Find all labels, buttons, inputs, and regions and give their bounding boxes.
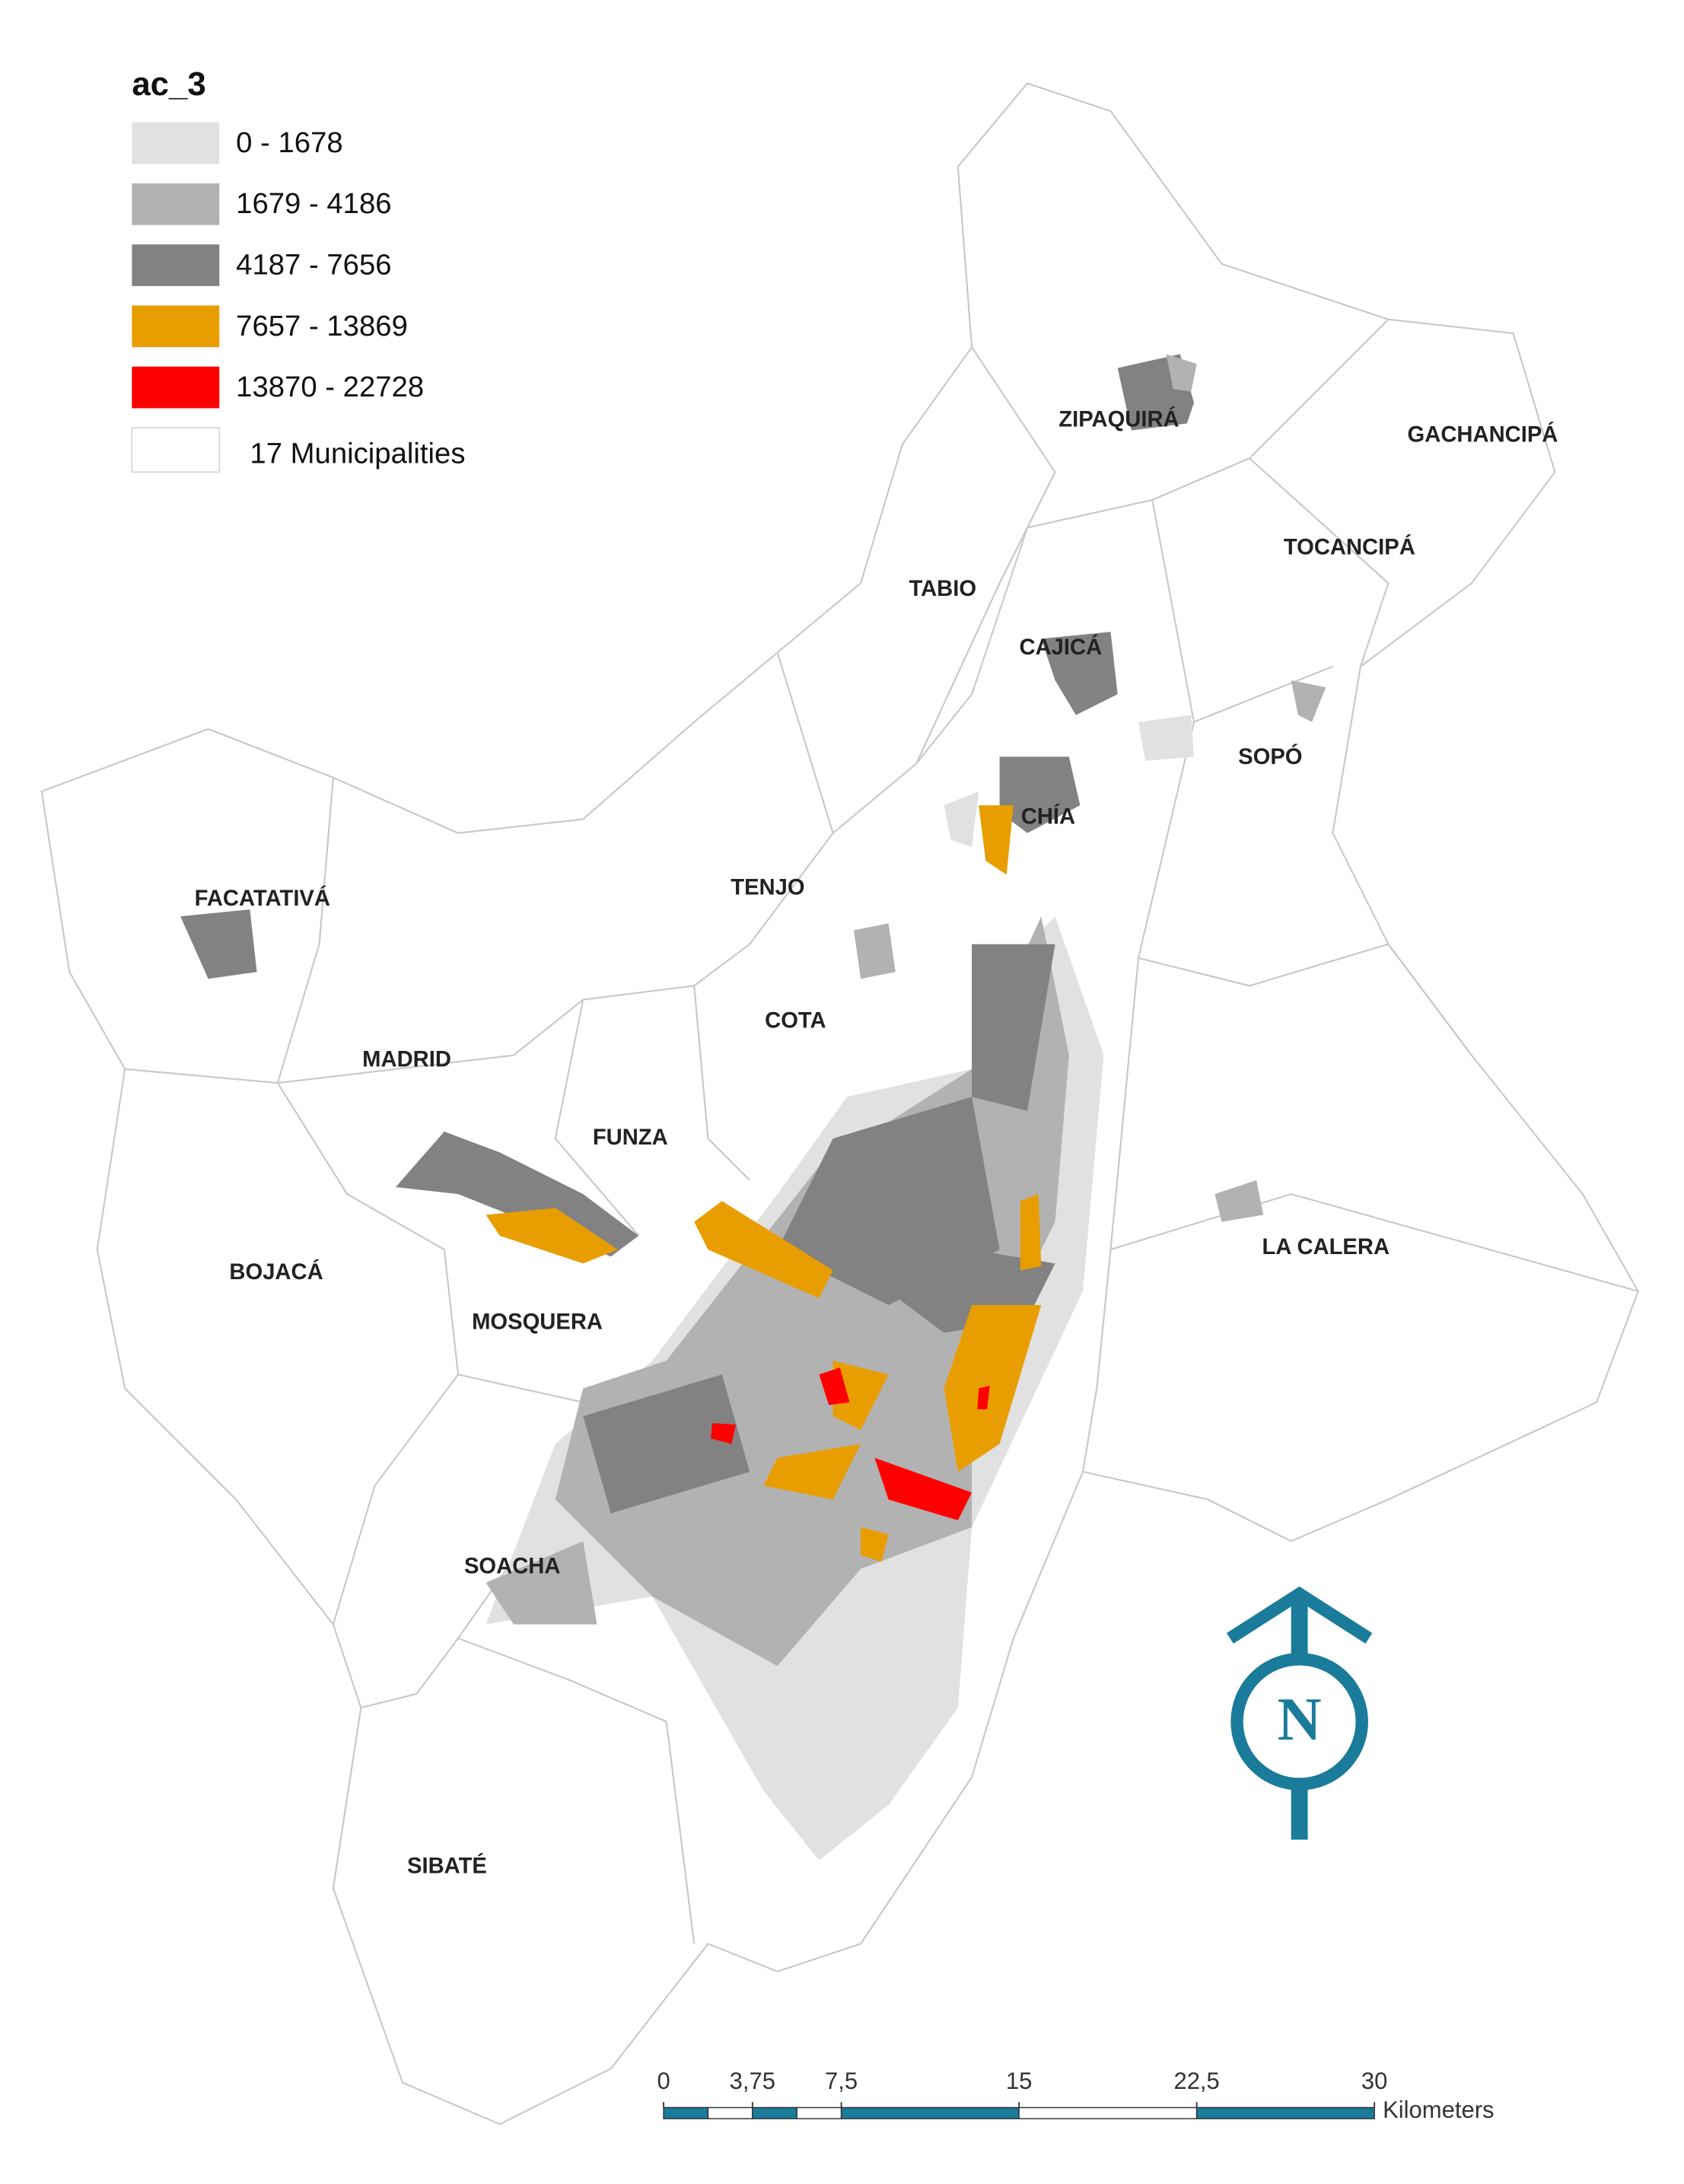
area-patch [874, 1457, 973, 1520]
legend-swatch [131, 427, 221, 473]
scale-tick-label: 0 [657, 2068, 670, 2094]
internal-boundary [125, 318, 1639, 1944]
legend-label: 13870 - 22728 [236, 371, 424, 403]
choropleth [180, 354, 1326, 1861]
area-patch [763, 1444, 861, 1500]
area-patch [694, 1201, 833, 1298]
municipality-boundaries [40, 82, 1640, 2125]
municipality-label: SOACHA [464, 1555, 560, 1579]
scale-segment [663, 2106, 709, 2119]
area-patch [861, 1527, 889, 1562]
legend-label: 0 - 1678 [236, 126, 343, 159]
municipality-label: BOJACÁ [229, 1259, 323, 1285]
legend-title: ac_3 [132, 65, 205, 103]
scale-segment [1018, 2106, 1198, 2119]
scale-unit: Kilometers [1383, 2096, 1494, 2123]
municipality-label: FACATATIVÁ [195, 885, 330, 911]
municipality-label: SIBATÉ [407, 1853, 487, 1879]
area-patch [832, 1361, 889, 1431]
scale-segment [707, 2106, 753, 2119]
area-patch [485, 1208, 618, 1264]
municipality-labels: ZIPAQUIRÁ GACHANCIPÁ TOCANCIPÁ TABIO CAJICÁ S… [195, 406, 1558, 1879]
area-patch [711, 1423, 736, 1444]
scale-segment [840, 2106, 1020, 2119]
area-patch [1291, 680, 1326, 722]
legend-swatch [132, 183, 220, 225]
scale-segment [796, 2106, 842, 2119]
area-patch [819, 1367, 850, 1406]
north-label: N [1278, 1686, 1322, 1753]
region-outline [40, 82, 1640, 2125]
scale-tick-label: 22,5 [1173, 2068, 1219, 2094]
scale-tick-label: 7,5 [825, 2068, 858, 2094]
municipality-label: SOPÓ [1238, 743, 1302, 769]
arrow-ring [1230, 1653, 1368, 1791]
area-patch [999, 756, 1081, 833]
scale-tick-label: 3,75 [730, 2068, 775, 2094]
area-patch [1020, 1194, 1042, 1271]
legend: 0 - 1678 1679 - 4186 4187 - 7656 7657 - 138… [132, 122, 424, 409]
municipality-label: CAJICÁ [1020, 634, 1103, 660]
area-patch [1041, 632, 1118, 715]
area-patch [1214, 1180, 1264, 1222]
legend-label: 1679 - 4186 [236, 187, 391, 220]
municipality-label: ZIPAQUIRÁ [1058, 406, 1179, 432]
area-patch [944, 1305, 1042, 1472]
municipality-label: GACHANCIPÁ [1408, 422, 1558, 447]
area-patch [1166, 354, 1197, 392]
legend-swatch [132, 305, 220, 348]
legend-label: 17 Municipalities [250, 438, 465, 470]
area-patch [485, 1541, 597, 1625]
legend-label: 4187 - 7656 [236, 249, 391, 282]
scale-segment [1195, 2106, 1375, 2119]
area-patch [854, 923, 896, 979]
municipality-label: TABIO [909, 577, 976, 601]
scale-segment [752, 2106, 797, 2119]
legend-swatch [132, 366, 220, 409]
legend-swatch [132, 122, 220, 164]
municipality-label: CHÍA [1021, 803, 1075, 829]
municipality-label: TOCANCIPÁ [1284, 533, 1415, 559]
area-patch [977, 1385, 990, 1409]
area-patch [972, 944, 1055, 1111]
arrow-head [1226, 1586, 1373, 1644]
north-arrow: N [1226, 1586, 1373, 1840]
area-patch [180, 909, 257, 979]
scale-tick-label: 15 [1006, 2068, 1032, 2094]
area-patch [944, 791, 979, 847]
area-patch [1138, 715, 1194, 761]
area-patch [979, 805, 1014, 875]
legend-label: 7657 - 13869 [236, 310, 408, 342]
municipality-label: MADRID [362, 1048, 451, 1072]
area-patch [583, 1374, 750, 1514]
municipality-label: LA CALERA [1262, 1235, 1390, 1259]
area-patch [777, 1097, 1000, 1306]
municipality-label: MOSQUERA [472, 1310, 603, 1334]
municipality-label: TENJO [731, 875, 804, 899]
scale-tick-label: 30 [1361, 2068, 1387, 2094]
legend-swatch [132, 244, 220, 286]
municipality-label: COTA [765, 1009, 826, 1033]
municipality-label: FUNZA [593, 1125, 668, 1150]
